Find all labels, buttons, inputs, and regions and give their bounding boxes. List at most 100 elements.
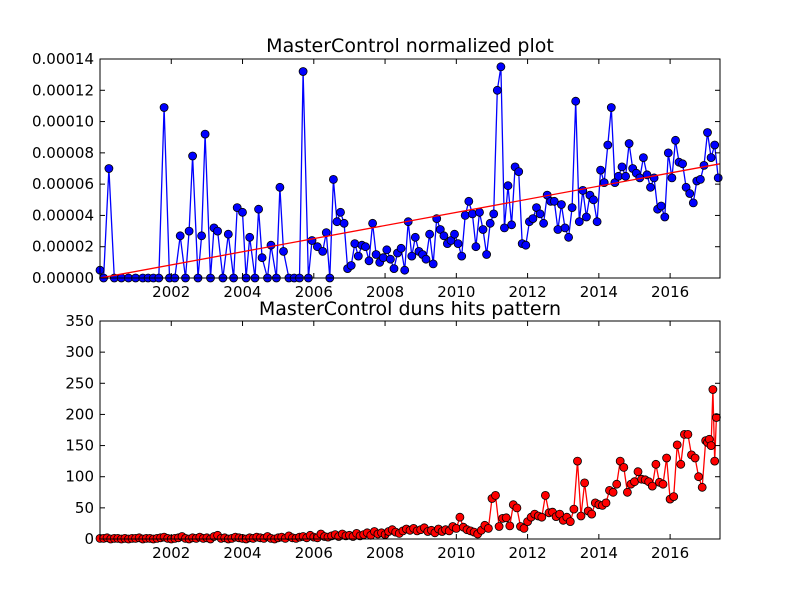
bottom-y-tick-label: 50 — [75, 499, 94, 517]
top-series-0-point-83 — [450, 229, 459, 239]
bottom-series-0-point-100 — [451, 524, 461, 533]
top-series-0-point-86 — [460, 210, 470, 220]
top-series-0-point-127 — [606, 103, 616, 112]
top-series-0-point-138 — [646, 182, 655, 192]
bottom-series-0-point-156 — [651, 459, 661, 469]
top-series-0-point-20 — [200, 129, 210, 139]
top-series-0-point-98 — [503, 181, 513, 191]
top-series-0-point-115 — [564, 232, 573, 242]
top-series-0-point-64 — [382, 245, 392, 255]
top-x-tick-label: 2008 — [366, 283, 404, 301]
bottom-series-0-point-163 — [676, 459, 686, 469]
bottom-series-0-point-147 — [619, 462, 629, 472]
top-series-0-point-17 — [188, 151, 198, 161]
top-series-0-point-16 — [184, 226, 194, 236]
chart-top-normalized: MasterControl normalized plot 2002 2004 20… — [32, 35, 723, 301]
top-series-0-point-141 — [656, 201, 666, 211]
top-series-0-point-63 — [378, 253, 388, 263]
bottom-series-0-point-133 — [569, 504, 579, 514]
chart-bottom-hits: MasterControl duns hits pattern 2002 2004… — [65, 298, 721, 562]
top-series-0-point-123 — [592, 217, 602, 227]
chart-bottom-title: MasterControl duns hits pattern — [259, 298, 561, 320]
top-series-0-point-68 — [396, 243, 406, 253]
bottom-series-0-point-151 — [633, 467, 643, 477]
top-series-0-point-103 — [521, 240, 531, 250]
top-series-0-point-30 — [245, 232, 255, 242]
top-series-0-point-75 — [421, 254, 431, 264]
bottom-series-0-point-162 — [672, 440, 682, 450]
bottom-series-0-point-148 — [623, 487, 632, 497]
top-series-0-point-61 — [371, 250, 381, 259]
top-x-tick-label: 2014 — [580, 283, 618, 301]
top-series-0-point-122 — [589, 195, 598, 205]
bottom-series-0-point-145 — [612, 479, 622, 489]
top-x-tick-label: 2006 — [295, 283, 333, 301]
top-series-0-point-32 — [254, 204, 264, 214]
top-series-0-point-25 — [223, 229, 233, 239]
top-series-0-point-136 — [639, 153, 648, 163]
top-series-0-point-85 — [457, 251, 467, 261]
top-series-0-point-124 — [596, 165, 605, 175]
top-y-tick-label: 0.00010 — [32, 113, 94, 131]
bottom-series-0-point-161 — [669, 492, 679, 502]
top-series-0-point-19 — [197, 231, 207, 241]
top-series-0-point-116 — [567, 203, 577, 213]
top-series-0-point-154 — [703, 128, 712, 137]
top-series-0-point-118 — [574, 217, 584, 227]
top-series-0-point-89 — [471, 242, 481, 252]
bottom-y-tick-label: 0 — [84, 530, 94, 548]
bottom-series-0-point-159 — [662, 453, 671, 463]
top-series-0-point-76 — [425, 229, 435, 239]
bottom-series-0-point-124 — [537, 512, 547, 522]
top-series-0-point-97 — [499, 223, 509, 233]
top-series-0-point-71 — [407, 251, 417, 261]
top-series-0-point-145 — [671, 135, 680, 145]
bottom-series-0-point-175 — [710, 456, 720, 466]
bottom-x-tick-label: 2006 — [295, 544, 333, 562]
top-series-0-point-65 — [385, 254, 395, 264]
bottom-x-tick-label: 2002 — [152, 544, 190, 562]
top-series-0-point-95 — [492, 85, 502, 95]
top-y-tick-label: 0.00014 — [32, 50, 94, 68]
bottom-series-0-point-112 — [494, 522, 504, 531]
chart-top-plot-area — [95, 62, 723, 283]
top-series-1-line — [99, 163, 721, 279]
top-y-tick-label: 0.00002 — [32, 238, 94, 256]
bottom-y-tick-label: 250 — [65, 374, 94, 392]
top-series-0-point-51 — [336, 207, 345, 217]
top-series-0-point-87 — [464, 196, 474, 206]
bottom-y-tick-label: 100 — [65, 468, 94, 486]
top-series-0-point-93 — [485, 218, 495, 228]
top-series-0-point-28 — [238, 207, 247, 217]
bottom-series-0-point-119 — [519, 524, 529, 533]
top-series-0-point-91 — [478, 225, 488, 234]
top-y-tick-label: 0.00004 — [32, 206, 94, 224]
bottom-series-0-point-134 — [573, 456, 582, 466]
bottom-series-0-point-125 — [541, 490, 550, 500]
top-series-0-point-77 — [428, 259, 438, 269]
top-series-0-point-14 — [175, 231, 185, 241]
top-series-0-point-112 — [553, 225, 563, 234]
bottom-series-0-point-169 — [697, 482, 707, 492]
top-series-0-point-2 — [104, 164, 114, 173]
top-series-0-point-50 — [332, 217, 342, 227]
bottom-y-tick-label: 200 — [65, 405, 94, 423]
chart-bottom-plot-area — [95, 385, 721, 544]
bottom-series-0-point-109 — [483, 524, 493, 533]
top-series-0-point-94 — [489, 209, 499, 219]
top-series-0-point-149 — [685, 189, 695, 198]
top-series-0-point-119 — [578, 185, 588, 195]
top-series-0-point-107 — [535, 209, 545, 219]
top-series-0-point-37 — [275, 182, 285, 192]
top-series-0-point-54 — [346, 261, 356, 270]
top-series-0-point-69 — [400, 265, 410, 275]
top-series-0-point-60 — [368, 218, 378, 228]
bottom-x-tick-label: 2010 — [437, 544, 475, 562]
top-series-0-point-111 — [549, 196, 559, 206]
top-series-0-point-143 — [663, 148, 673, 158]
bottom-series-0-point-155 — [647, 481, 657, 491]
top-series-0-point-126 — [603, 140, 613, 150]
top-y-tick-label: 0.00012 — [32, 81, 94, 99]
top-series-0-point-142 — [660, 212, 670, 222]
